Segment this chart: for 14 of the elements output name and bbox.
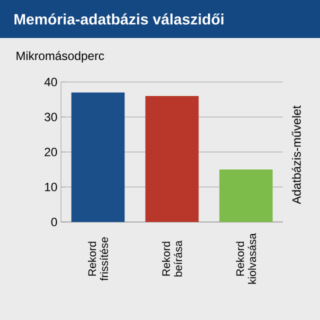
y-tick-label: 30 xyxy=(44,112,57,122)
x-tick-label: Rekord frissítése xyxy=(88,237,108,281)
bar xyxy=(219,170,273,222)
y-tick-label: 20 xyxy=(44,148,57,156)
y-tick-label: 10 xyxy=(45,182,57,192)
x-tick-label: Rekord beírása xyxy=(162,240,182,276)
y2-axis-title: Adatbázis-művelet xyxy=(292,106,301,204)
y-tick-label: 0 xyxy=(51,218,58,226)
chart-title: Memória-adatbázis válaszidői xyxy=(14,13,224,25)
x-tick-label: Rekord kiolvasása xyxy=(236,233,256,284)
bar xyxy=(71,92,125,222)
bar xyxy=(145,96,199,222)
y-tick-label: 40 xyxy=(44,78,57,86)
y-axis-title: Mikromásodperc xyxy=(16,51,104,62)
